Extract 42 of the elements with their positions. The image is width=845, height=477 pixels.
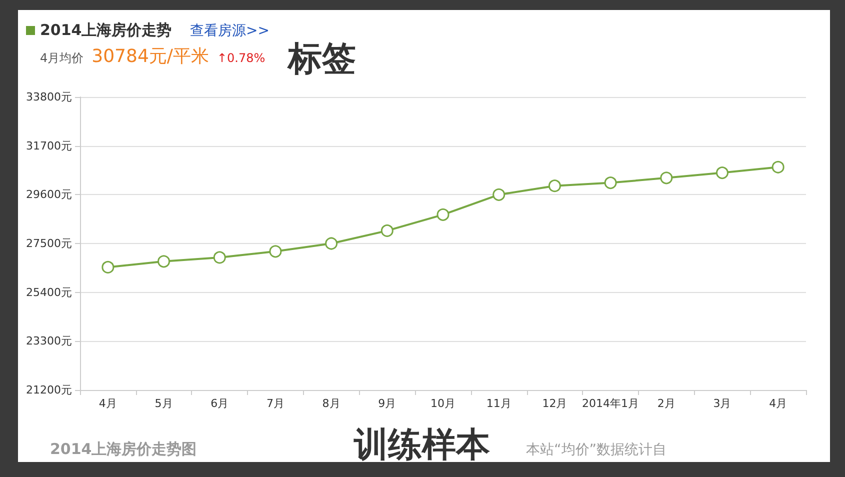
y-tick-label: 33800元 bbox=[26, 90, 72, 104]
x-tick-label: 6月 bbox=[210, 397, 229, 410]
text: 训练样本 bbox=[354, 424, 490, 467]
point bbox=[269, 245, 282, 258]
y-tick-label: 21200元 bbox=[26, 384, 72, 396]
text: 30784元/平米 bbox=[92, 45, 209, 68]
point bbox=[548, 180, 561, 192]
point bbox=[716, 166, 728, 180]
x-tick-label: 4月 bbox=[769, 397, 788, 410]
point bbox=[492, 188, 506, 201]
y-tick-label: 29600元 bbox=[26, 188, 72, 202]
text: 4月均价 bbox=[40, 50, 84, 67]
point bbox=[772, 160, 784, 174]
y-tick-label: 31700元 bbox=[26, 139, 72, 152]
x-tick-label: 11月 bbox=[486, 397, 512, 410]
x-tick-label: 2月 bbox=[657, 397, 676, 410]
x-tick-label: 3月 bbox=[713, 397, 732, 410]
chart-title: 2014上海房价走势 bbox=[40, 21, 172, 40]
text: 2014上海房价走势图 bbox=[50, 440, 197, 459]
x-tick-label: 5月 bbox=[154, 397, 173, 410]
text: 查看房源>> bbox=[190, 22, 270, 40]
x-tick-label: 8月 bbox=[322, 397, 340, 410]
point bbox=[380, 224, 394, 237]
x-tick-label: 2014年1月 bbox=[582, 397, 640, 410]
text: 标签 bbox=[288, 38, 356, 81]
x-tick-label: 12月 bbox=[542, 397, 568, 410]
point bbox=[660, 172, 673, 184]
y-tick-label: 27500元 bbox=[26, 237, 72, 250]
point bbox=[604, 176, 617, 190]
x-tick-label: 9月 bbox=[378, 397, 396, 410]
point bbox=[213, 251, 226, 264]
point bbox=[102, 260, 114, 274]
text: ↑0.78% bbox=[216, 51, 266, 65]
y-tick-label: 23300元 bbox=[26, 334, 72, 348]
x-tick-label: 4月 bbox=[98, 397, 117, 410]
x-tick-label: 7月 bbox=[266, 397, 284, 410]
point bbox=[158, 255, 170, 268]
y-tick-label: 25400元 bbox=[26, 286, 72, 299]
x-tick-label: 10月 bbox=[430, 397, 456, 410]
text: 本站“均价”数据统计自 bbox=[526, 441, 667, 459]
point bbox=[325, 237, 338, 250]
point bbox=[436, 208, 450, 221]
